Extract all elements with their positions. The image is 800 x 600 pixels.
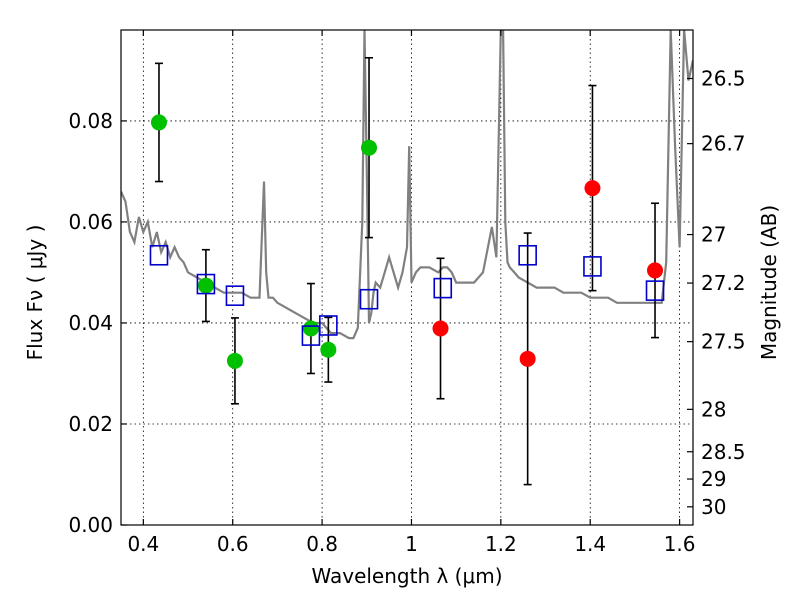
magnitude-axis-ticks: 26.5 26.7 27 27.2 27.5 28 28.5 29 30 [687,66,746,519]
magnitude-tick-label: 30 [701,495,726,519]
x-tick-label: 1.4 [574,532,606,556]
data-point [226,352,243,369]
magnitude-tick-label: 28 [701,397,726,421]
magnitude-tick-label: 26.5 [701,66,746,90]
data-point [647,262,664,279]
model-flux-square [225,285,245,306]
model-flux-square [359,288,379,310]
model-flux-square [518,244,537,266]
x-axis-label: Wavelength λ (μm) [311,564,502,588]
y-tick-label: 0.04 [68,311,113,335]
x-tick-label: 1.6 [664,532,696,556]
y-tick-label: 0.08 [68,109,113,133]
data-point [320,341,337,358]
model-spectrum [121,30,693,340]
spectrum-line [121,30,693,340]
model-flux-square [645,280,665,301]
x-tick-label: 0.6 [217,532,249,556]
model-flux-square [583,256,602,277]
magnitude-tick-label: 27.2 [701,271,746,295]
plot-frame [120,29,694,526]
model-flux-square [196,273,216,295]
magnitude-tick-label: 27.5 [701,330,746,354]
data-point [197,277,214,294]
model-flux-square [433,277,453,299]
model-flux-square [319,315,338,336]
data-point [361,139,378,156]
x-axis-ticks: 0.4 0.6 0.8 1 1.2 1.4 1.6 [127,30,696,556]
data-point [584,180,601,197]
x-tick-label: 0.8 [306,532,338,556]
magnitude-tick-label: 29 [701,467,726,491]
data-point [519,350,536,367]
data-point [432,320,449,337]
magnitude-tick-label: 26.7 [701,132,746,156]
x-tick-label: 1.2 [485,532,517,556]
magnitude-axis-label: Magnitude (AB) [757,205,781,360]
y-tick-label: 0.00 [68,513,113,537]
y-axis-label: Flux Fν ( μJy ) [23,225,47,361]
model-flux-square [149,244,169,266]
y-tick-label: 0.06 [68,210,113,234]
y-tick-label: 0.02 [68,412,113,436]
grid [121,30,693,526]
magnitude-tick-label: 28.5 [701,440,746,464]
data-point [302,320,319,337]
data-markers [149,114,665,369]
x-tick-label: 0.4 [127,532,159,556]
data-point [150,114,167,131]
magnitude-tick-label: 27 [701,223,726,247]
y-axis-ticks: 0.00 0.02 0.04 0.06 0.08 [68,109,127,537]
x-tick-label: 1 [405,532,418,556]
